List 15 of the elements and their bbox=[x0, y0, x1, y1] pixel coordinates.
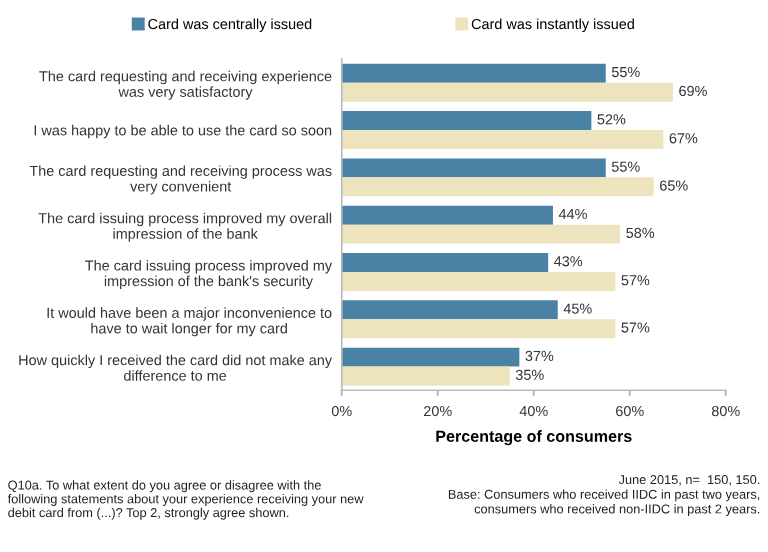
bar bbox=[341, 300, 558, 320]
bar bbox=[341, 319, 616, 339]
bar bbox=[341, 82, 673, 102]
bar bbox=[341, 224, 621, 244]
bar bbox=[341, 111, 592, 131]
bar bbox=[341, 63, 606, 83]
x-axis-title: Percentage of consumers bbox=[436, 430, 632, 446]
bar bbox=[341, 177, 654, 197]
bar bbox=[341, 347, 520, 367]
bar bbox=[341, 253, 549, 272]
bar bbox=[341, 366, 510, 386]
bar bbox=[341, 130, 664, 149]
bar bbox=[341, 271, 616, 291]
bar bbox=[341, 158, 606, 178]
bar bbox=[341, 205, 553, 225]
